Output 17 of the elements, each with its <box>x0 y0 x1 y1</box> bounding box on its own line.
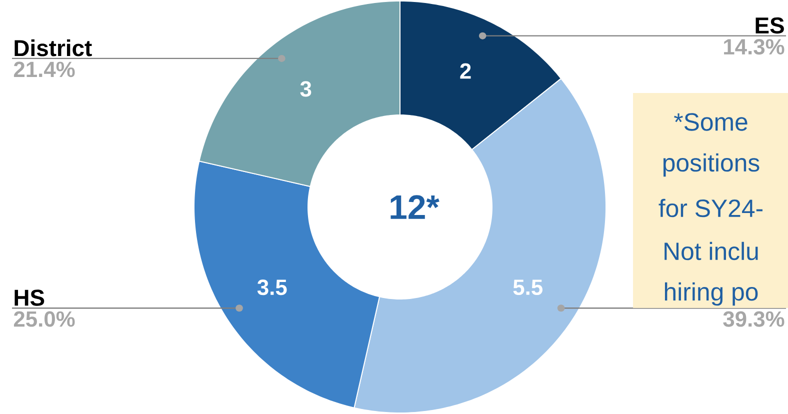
text: 25.0% <box>14 312 75 328</box>
text: 12* <box>390 195 440 220</box>
text: 39.3% <box>723 312 784 328</box>
slice-label: ES <box>756 18 784 34</box>
text: Not inclu <box>664 242 758 260</box>
text: positions <box>663 154 760 177</box>
text: for SY24- <box>658 199 762 218</box>
text: 21.4% <box>14 62 75 78</box>
slice-label: HS <box>14 290 44 306</box>
data-label: 5.5 <box>513 280 542 296</box>
data-label: 3 <box>300 81 312 97</box>
data-label: 3.5 <box>257 280 287 296</box>
text: *Some <box>674 113 748 132</box>
data-label: 2 <box>460 64 471 79</box>
text: hiring po <box>664 282 758 306</box>
slice-label: District <box>14 40 92 56</box>
text: 14.3% <box>724 39 784 55</box>
